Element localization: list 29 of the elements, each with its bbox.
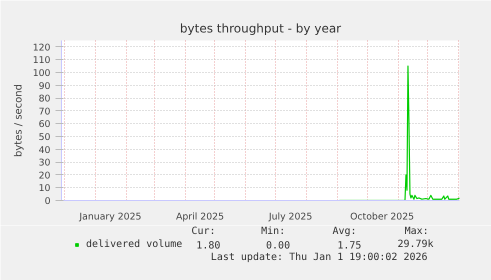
y-tick-label: 110: [32, 55, 51, 66]
y-tick-label: 90: [38, 80, 51, 92]
y-tick-label: 10: [38, 183, 51, 194]
x-tick-label: July 2025: [268, 212, 312, 222]
y-tick-label: 120: [32, 42, 51, 54]
y-tick-label: 30: [38, 158, 51, 169]
y-tick-label: 70: [38, 106, 51, 118]
y-tick-label: 40: [38, 144, 51, 156]
y-tick-label: 50: [38, 132, 51, 143]
x-tick-label: October 2025: [350, 212, 414, 222]
y-tick-label: 60: [38, 119, 51, 130]
y-tick-label: 0: [44, 196, 51, 207]
y-tick-label: 20: [38, 170, 51, 182]
chart-title: bytes throughput - by year: [180, 22, 342, 36]
text: 1.75: [337, 240, 362, 252]
y-tick-label: 100: [32, 68, 51, 79]
y-tick-label: 80: [38, 94, 51, 105]
text: Min:: [261, 226, 286, 237]
text: 0.00: [266, 240, 290, 252]
text: 1.80: [196, 240, 220, 252]
text: Last update: Thu Jan 1 19:00:02 2026: [210, 252, 428, 263]
text: Avg:: [332, 226, 357, 237]
y-axis-title: bytes / second: [14, 84, 25, 157]
text: 29.79k: [397, 239, 434, 250]
legend-label: delivered volume: [86, 239, 182, 250]
text: Max:: [404, 226, 429, 237]
text: Cur:: [191, 226, 216, 237]
x-tick-label: April 2025: [176, 212, 224, 222]
x-tick-label: January 2025: [78, 212, 142, 222]
